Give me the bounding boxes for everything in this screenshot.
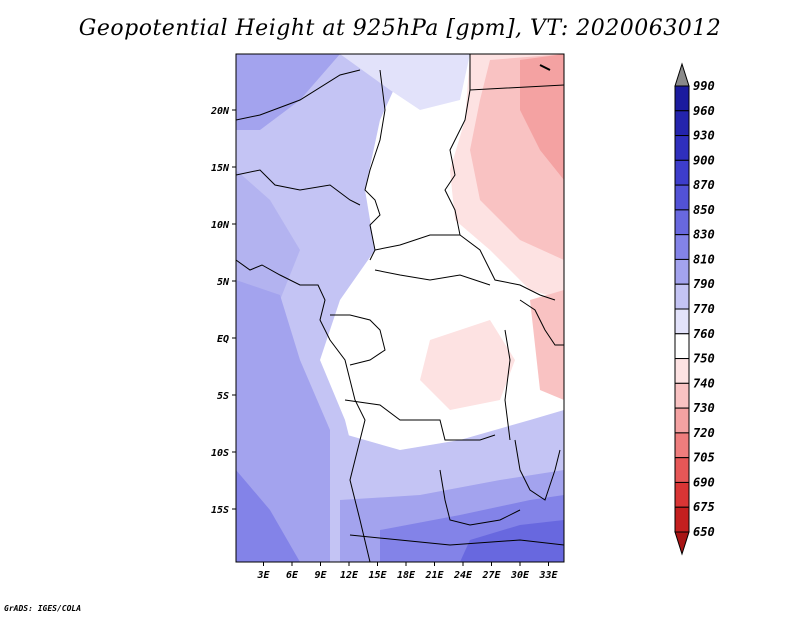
lon-tick-label: 27E bbox=[481, 570, 501, 581]
latitude-axis: 20N 15N 10N 5N EQ 5S 10S 15S bbox=[210, 106, 236, 516]
coastline bbox=[236, 259, 371, 562]
field-zone-750-congo bbox=[420, 320, 515, 410]
colorbar-label: 990 bbox=[693, 79, 715, 93]
colorbar-label: 930 bbox=[693, 129, 715, 143]
lon-tick-label: 9E bbox=[314, 570, 327, 581]
lon-tick-label: 18E bbox=[397, 570, 416, 581]
map-title: Geopotential Height at 925hPa [gpm], VT:… bbox=[78, 16, 722, 41]
colorbar-bottom-triangle bbox=[674, 531, 690, 556]
colorbar-top-triangle bbox=[674, 62, 690, 87]
lat-tick-label: 15S bbox=[211, 505, 229, 516]
colorbar-label: 650 bbox=[693, 525, 715, 539]
lat-tick-label: 5S bbox=[217, 391, 229, 402]
field-zone-810-north bbox=[236, 54, 340, 130]
height-field bbox=[236, 54, 564, 562]
lat-tick-label: 10S bbox=[211, 448, 229, 459]
colorbar-label: 960 bbox=[693, 104, 715, 118]
colorbar-label: 730 bbox=[693, 401, 715, 415]
colorbar-label: 740 bbox=[693, 376, 715, 390]
colorbar-label: 770 bbox=[693, 302, 715, 316]
field-zone-810-ocean bbox=[236, 280, 350, 562]
lat-tick-label: 15N bbox=[211, 163, 230, 174]
colorbar-swatch bbox=[674, 407, 690, 434]
field-zone-800-west bbox=[236, 170, 300, 300]
colorbar-swatch bbox=[674, 432, 690, 459]
colorbar-label: 675 bbox=[693, 500, 715, 514]
colorbar-swatch bbox=[674, 283, 690, 310]
colorbar-swatch bbox=[674, 159, 690, 186]
colorbar-swatch bbox=[674, 184, 690, 211]
colorbar-label: 720 bbox=[693, 426, 715, 440]
colorbar-label: 750 bbox=[693, 352, 715, 366]
colorbar-swatch bbox=[674, 333, 690, 360]
map-frame bbox=[235, 53, 565, 563]
longitude-axis: 3E 6E 9E 12E 15E 18E 21E 24E 27E 30E 33E bbox=[256, 562, 559, 581]
border-angola-drc bbox=[344, 399, 496, 441]
lat-tick-label: 10N bbox=[211, 220, 230, 231]
colorbar-swatch bbox=[674, 506, 690, 533]
lon-tick-label: 15E bbox=[368, 570, 387, 581]
border-sudan bbox=[444, 89, 556, 301]
colorbar-label: 690 bbox=[693, 475, 715, 489]
lat-tick-label: 5N bbox=[217, 277, 230, 288]
colorbar-label: 830 bbox=[693, 228, 715, 242]
border-great-lakes bbox=[504, 329, 511, 441]
colorbar-swatch bbox=[674, 457, 690, 483]
border-south bbox=[349, 534, 564, 546]
colorbar: 990 960 930 900 870 850 830 810 790 770 760 750 740 7… bbox=[674, 62, 715, 556]
colorbar-label: 870 bbox=[693, 178, 715, 192]
border-gabon bbox=[330, 314, 386, 366]
lon-tick-label: 24E bbox=[453, 570, 473, 581]
border-zambia bbox=[439, 469, 521, 526]
lon-tick-label: 30E bbox=[510, 570, 530, 581]
lat-tick-label: EQ bbox=[217, 334, 229, 345]
colorbar-swatch bbox=[674, 110, 690, 137]
border-lake-malawi bbox=[514, 439, 561, 501]
colorbar-label: 790 bbox=[693, 277, 715, 291]
colorbar-swatch bbox=[674, 481, 690, 508]
border-sahel bbox=[236, 169, 361, 206]
border-mali bbox=[236, 69, 361, 121]
colorbar-swatch bbox=[674, 358, 690, 384]
lat-tick-label: 20N bbox=[210, 106, 230, 117]
border-car-north bbox=[374, 234, 460, 251]
field-zone-830-sw bbox=[236, 470, 300, 562]
colorbar-swatch bbox=[674, 85, 690, 112]
colorbar-swatch bbox=[674, 209, 690, 236]
country-borders bbox=[236, 54, 564, 562]
colorbar-swatch bbox=[674, 382, 690, 409]
colorbar-label: 810 bbox=[693, 252, 715, 266]
colorbar-swatch bbox=[674, 258, 690, 285]
border-car-south bbox=[374, 269, 491, 286]
colorbar-label: 850 bbox=[693, 203, 715, 217]
colorbar-label: 705 bbox=[693, 451, 715, 465]
lon-tick-label: 3E bbox=[256, 570, 270, 581]
lon-tick-label: 6E bbox=[286, 570, 299, 581]
grads-credit: GrADS: IGES/COLA bbox=[4, 604, 82, 613]
lon-tick-label: 33E bbox=[538, 570, 558, 581]
colorbar-label: 900 bbox=[693, 153, 715, 167]
colorbar-swatch bbox=[674, 135, 690, 161]
border-uganda bbox=[519, 299, 564, 346]
coast-red-sea bbox=[539, 64, 551, 71]
lon-tick-label: 21E bbox=[424, 570, 444, 581]
colorbar-swatch bbox=[674, 234, 690, 260]
border-chad-niger bbox=[364, 69, 386, 261]
colorbar-swatch bbox=[674, 308, 690, 335]
lon-tick-label: 12E bbox=[340, 570, 359, 581]
field-zone-770-north bbox=[340, 54, 470, 110]
colorbar-label: 760 bbox=[693, 327, 715, 341]
